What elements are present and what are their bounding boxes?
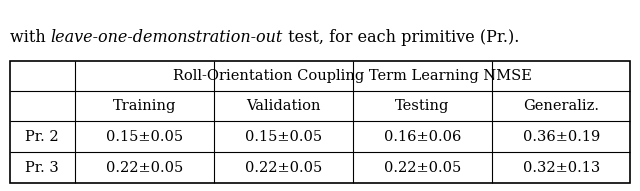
Text: Roll-Orientation Coupling Term Learning NMSE: Roll-Orientation Coupling Term Learning … — [173, 69, 532, 83]
Text: Testing: Testing — [396, 99, 450, 113]
Text: Pr. 3: Pr. 3 — [26, 161, 59, 175]
Text: Training: Training — [113, 99, 176, 113]
Text: 0.32±0.13: 0.32±0.13 — [522, 161, 600, 175]
Text: Pr. 2: Pr. 2 — [26, 130, 59, 144]
Text: 0.36±0.19: 0.36±0.19 — [522, 130, 600, 144]
Text: with: with — [10, 29, 51, 46]
Text: 0.22±0.05: 0.22±0.05 — [106, 161, 183, 175]
Text: 0.22±0.05: 0.22±0.05 — [384, 161, 461, 175]
Text: 0.22±0.05: 0.22±0.05 — [244, 161, 322, 175]
Text: Generaliz.: Generaliz. — [523, 99, 599, 113]
Text: test, for each primitive (Pr.).: test, for each primitive (Pr.). — [283, 29, 519, 46]
Text: leave-one-demonstration-out: leave-one-demonstration-out — [51, 29, 283, 46]
Text: Validation: Validation — [246, 99, 321, 113]
Text: 0.15±0.05: 0.15±0.05 — [106, 130, 183, 144]
Text: 0.16±0.06: 0.16±0.06 — [384, 130, 461, 144]
Text: 0.15±0.05: 0.15±0.05 — [245, 130, 322, 144]
